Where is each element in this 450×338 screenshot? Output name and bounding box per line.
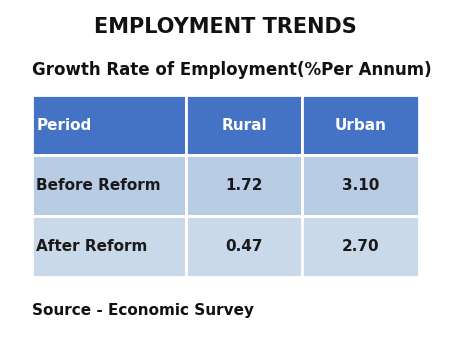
Text: After Reform: After Reform bbox=[36, 239, 148, 254]
Text: Before Reform: Before Reform bbox=[36, 178, 161, 193]
Text: EMPLOYMENT TRENDS: EMPLOYMENT TRENDS bbox=[94, 17, 356, 37]
Text: 1.72: 1.72 bbox=[225, 178, 263, 193]
Text: Growth Rate of Employment(%Per Annum): Growth Rate of Employment(%Per Annum) bbox=[32, 61, 431, 79]
Text: Urban: Urban bbox=[334, 118, 387, 132]
Text: 0.47: 0.47 bbox=[225, 239, 263, 254]
Text: Period: Period bbox=[36, 118, 91, 132]
Text: Rural: Rural bbox=[221, 118, 267, 132]
Text: 3.10: 3.10 bbox=[342, 178, 379, 193]
Text: Source - Economic Survey: Source - Economic Survey bbox=[32, 303, 253, 318]
Text: 2.70: 2.70 bbox=[342, 239, 379, 254]
